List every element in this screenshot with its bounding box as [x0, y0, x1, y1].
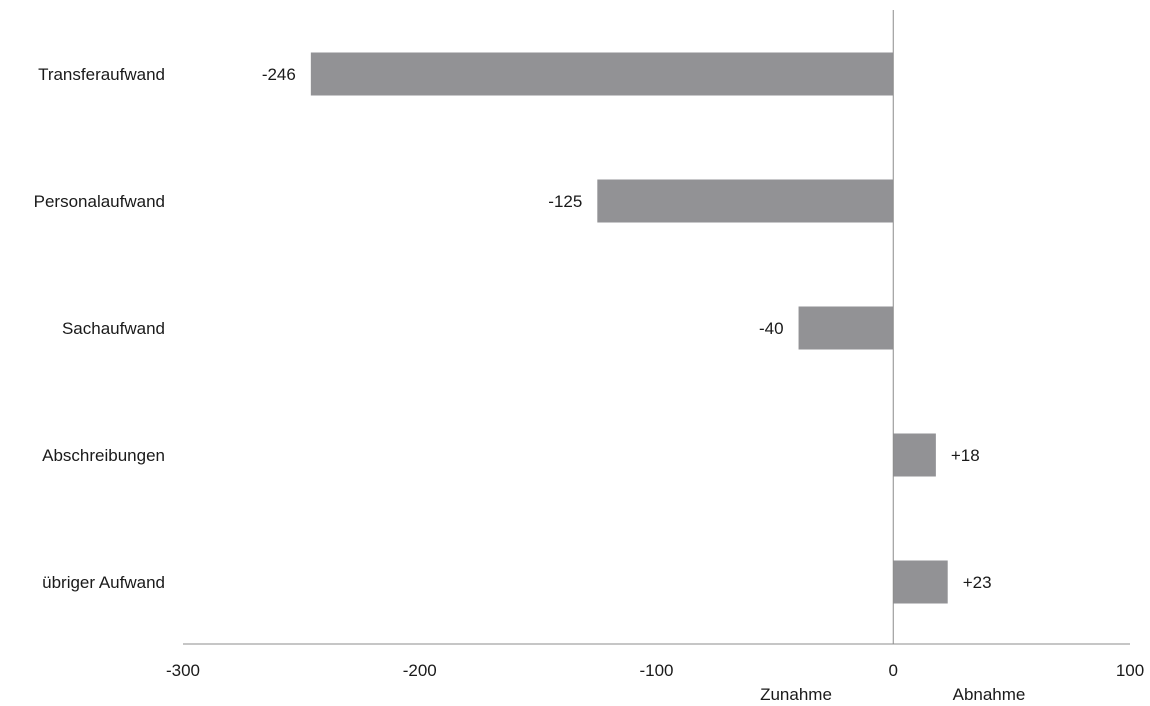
labels-group: -300 -200 -100 0 100 Transferaufwand -246 Perso…	[34, 65, 1145, 680]
category-label: Sachaufwand	[62, 319, 165, 338]
axes-group	[183, 10, 1130, 645]
data-label: -125	[548, 192, 582, 211]
category-label: Transferaufwand	[38, 65, 165, 84]
bar	[893, 560, 948, 604]
bar	[310, 52, 894, 96]
data-label: -246	[262, 65, 296, 84]
category-label: übriger Aufwand	[42, 573, 165, 592]
bar	[893, 433, 936, 477]
data-label: +23	[963, 573, 992, 592]
bar	[798, 306, 894, 350]
x-tick-label: 100	[1116, 661, 1144, 680]
bar	[597, 179, 894, 223]
annotation-zunahme: Zunahme	[760, 685, 832, 704]
data-label: +18	[951, 446, 980, 465]
x-tick-label: -200	[403, 661, 437, 680]
x-tick-label: 0	[889, 661, 898, 680]
category-label: Personalaufwand	[34, 192, 165, 211]
data-label: -40	[759, 319, 784, 338]
bars-group	[310, 52, 948, 604]
x-tick-label: -100	[639, 661, 673, 680]
category-label: Abschreibungen	[42, 446, 165, 465]
annotation-abnahme: Abnahme	[953, 685, 1026, 704]
x-tick-label: -300	[166, 661, 200, 680]
